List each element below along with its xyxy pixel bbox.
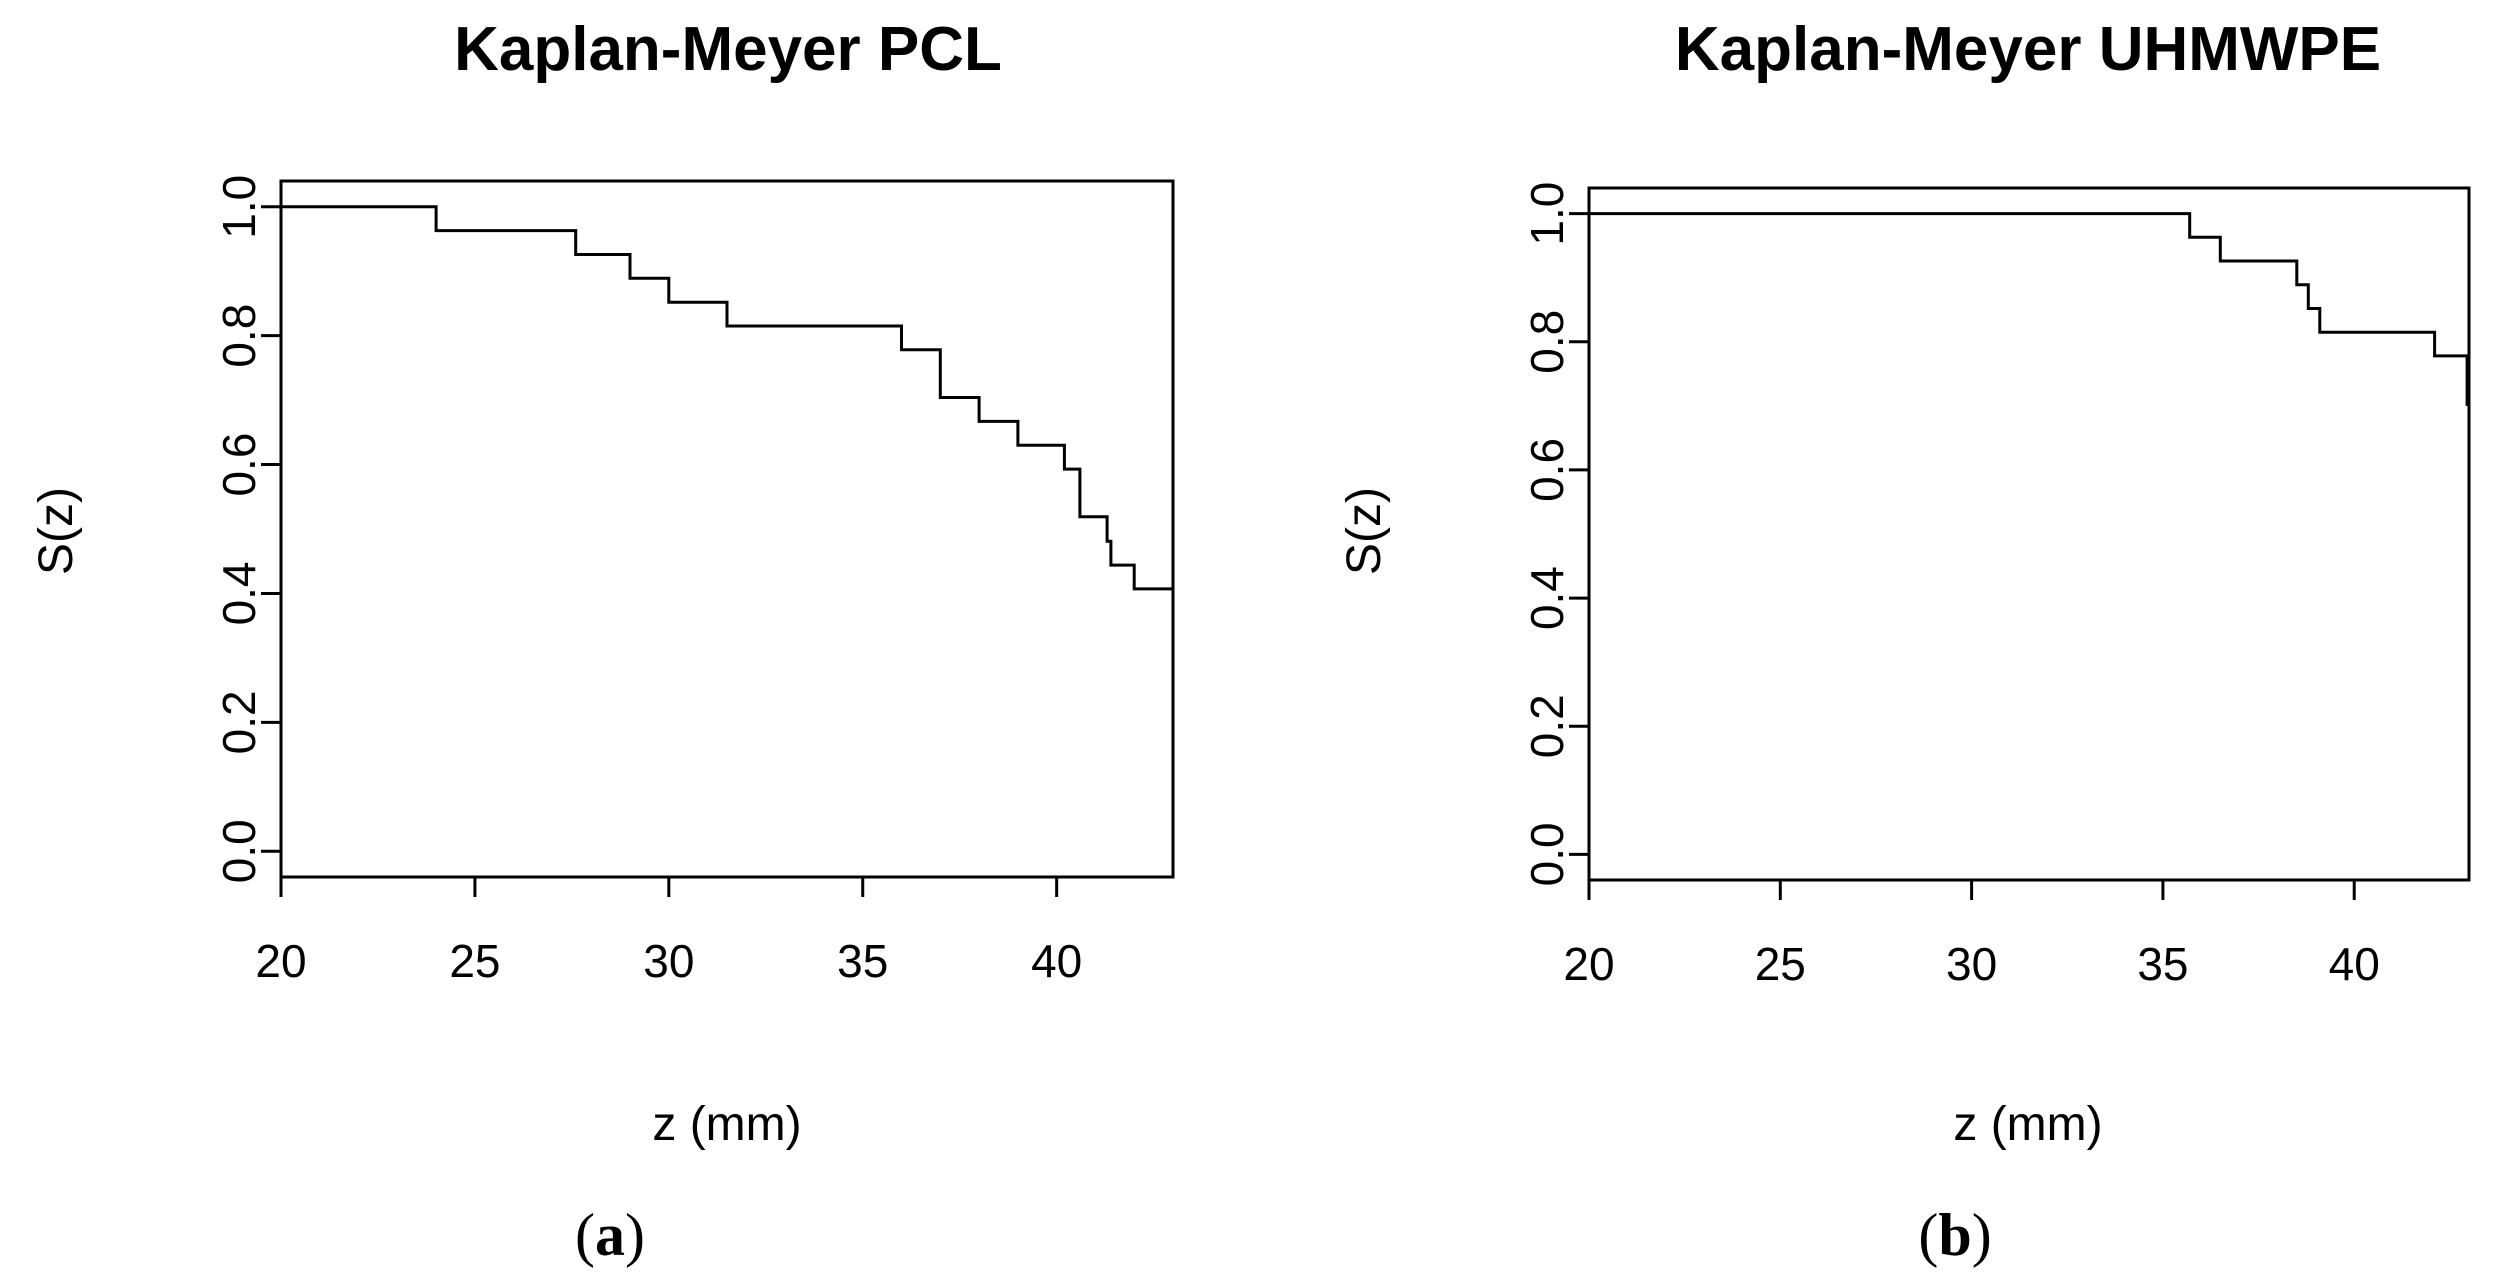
y-axis-label-a: S(z): [30, 487, 83, 575]
panel-label-a-close: ): [625, 1202, 645, 1268]
y-tick-label-a-5: 1.0: [213, 175, 265, 239]
panel-label-a: (a): [575, 1202, 645, 1268]
x-tick-label-b-0: 20: [1563, 938, 1614, 990]
x-tick-label-a-4: 40: [1031, 935, 1082, 987]
y-tick-label-a-0: 0.0: [213, 819, 265, 883]
panel-label-b-close: ): [1972, 1202, 1992, 1268]
x-tick-label-a-3: 35: [837, 935, 888, 987]
panel-label-a-open: (: [575, 1202, 595, 1268]
x-tick-label-b-4: 40: [2329, 938, 2380, 990]
plot-frame-b: [1587, 186, 2471, 882]
y-tick-label-b-0: 0.0: [1521, 822, 1573, 886]
x-tick-label-a-0: 20: [255, 935, 306, 987]
x-tick-label-b-2: 30: [1946, 938, 1997, 990]
x-axis-label-a: z (mm): [652, 1098, 801, 1151]
chart-panel-a: Kaplan-Meyer PCL 0.0 0.2 0.4 0.6 0.8 1.0 20 25…: [30, 15, 1175, 1268]
panel-label-b-letter: b: [1938, 1202, 1971, 1268]
plot-frame-a: [279, 179, 1175, 879]
x-axis-b: 20 25 30 35 40: [1563, 880, 2380, 990]
x-tick-label-b-1: 25: [1755, 938, 1806, 990]
y-tick-label-a-4: 0.8: [213, 304, 265, 368]
x-axis-label-b: z (mm): [1953, 1098, 2102, 1151]
panel-label-b: (b): [1918, 1202, 1991, 1268]
x-tick-label-a-2: 30: [643, 935, 694, 987]
panel-label-b-open: (: [1918, 1202, 1938, 1268]
chart-title-a: Kaplan-Meyer PCL: [454, 15, 1002, 84]
y-tick-label-b-4: 0.8: [1521, 310, 1573, 374]
chart-title-b: Kaplan-Meyer UHMWPE: [1675, 15, 2381, 84]
y-tick-label-b-3: 0.6: [1521, 438, 1573, 502]
y-axis-b: 0.0 0.2 0.4 0.6 0.8 1.0: [1521, 182, 1589, 886]
x-axis-a: 20 25 30 35 40: [255, 877, 1082, 987]
y-tick-label-a-1: 0.2: [213, 690, 265, 754]
panel-label-a-letter: a: [595, 1202, 625, 1268]
y-tick-label-b-5: 1.0: [1521, 182, 1573, 246]
survival-curve-b: [1589, 212, 2469, 406]
y-tick-label-b-1: 0.2: [1521, 694, 1573, 758]
x-tick-label-b-3: 35: [2137, 938, 2188, 990]
y-tick-label-a-2: 0.4: [213, 561, 265, 625]
chart-panel-b: Kaplan-Meyer UHMWPE 0.0 0.2 0.4 0.6 0.8 1.0 2…: [1338, 15, 2471, 1268]
y-axis-a: 0.0 0.2 0.4 0.6 0.8 1.0: [213, 175, 281, 883]
y-tick-label-b-2: 0.4: [1521, 566, 1573, 630]
survival-curve-a: [281, 205, 1173, 591]
x-tick-label-a-1: 25: [449, 935, 500, 987]
y-axis-label-b: S(z): [1338, 487, 1391, 575]
y-tick-label-a-3: 0.6: [213, 433, 265, 497]
